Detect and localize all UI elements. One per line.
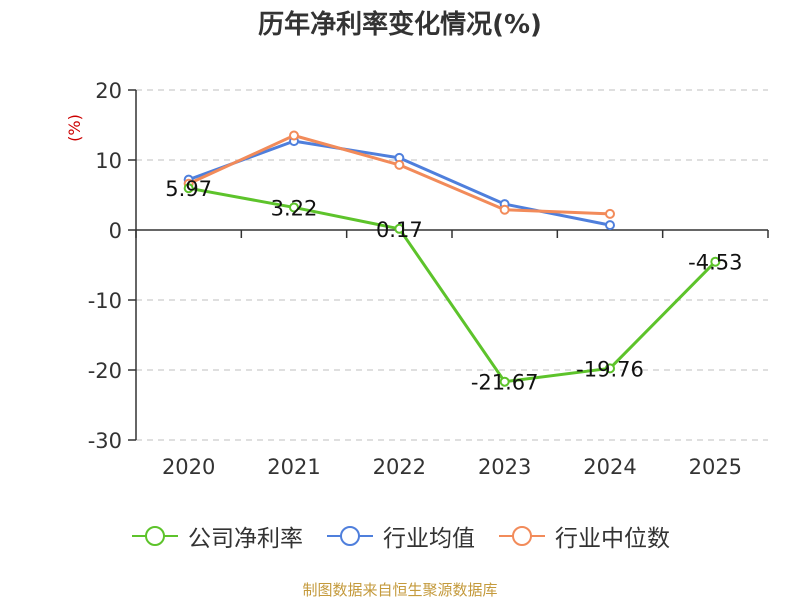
legend-item-company[interactable]: 公司净利率: [130, 519, 303, 553]
series-line-2: [188, 134, 611, 216]
series-2-point-1: [289, 130, 299, 141]
series-2-point-3: [499, 204, 510, 215]
legend-circle-industry-mean: [340, 526, 360, 546]
y-tick-label-0: 20: [95, 79, 122, 103]
legend-circle-industry-median: [512, 526, 532, 546]
series-0-point-0: [183, 183, 194, 194]
series-0-point-1: [289, 202, 299, 213]
x-tick-label-0: 2020: [162, 455, 215, 479]
x-tick-label-1: 2021: [267, 455, 320, 479]
series-2-point-4: [605, 208, 615, 219]
y-axis-title: (%): [65, 114, 84, 142]
x-tick-label-3: 2023: [478, 455, 531, 479]
legend-item-industry-median[interactable]: 行业中位数: [497, 519, 670, 553]
legend-circle-company: [145, 526, 165, 546]
series-line-0: [188, 186, 717, 384]
series-0-point-2: [394, 223, 405, 234]
y-tick-label-4: -20: [88, 359, 122, 383]
data-label-2: 0.17: [376, 218, 423, 242]
chart-title: 历年净利率变化情况(%): [258, 10, 542, 40]
series-2-point-2: [394, 159, 405, 170]
data-label-5: -4.53: [688, 251, 742, 275]
y-tick-label-1: 10: [95, 149, 122, 173]
data-label-1: 3.22: [271, 196, 318, 220]
y-tick-label-2: 0: [109, 219, 122, 243]
series-1-point-4: [605, 220, 615, 231]
data-label-3: -21.67: [471, 371, 539, 395]
x-tick-label-4: 2024: [583, 455, 636, 479]
legend-marker-company: [132, 526, 178, 546]
series-0-point-5: [710, 256, 721, 267]
legend-label-company: 公司净利率: [188, 526, 303, 552]
legend-marker-industry-mean: [327, 526, 373, 546]
legend: 公司净利率 行业均值 行业中位数: [0, 519, 800, 553]
source-note: 制图数据来自恒生聚源数据库: [302, 581, 498, 599]
x-tick-label-5: 2025: [689, 455, 742, 479]
legend-label-industry-mean: 行业均值: [383, 526, 475, 552]
x-tick-label-2: 2022: [373, 455, 426, 479]
legend-item-industry-mean[interactable]: 行业均值: [325, 519, 475, 553]
series-0-point-4: [605, 363, 615, 374]
legend-marker-industry-median: [499, 526, 545, 546]
data-label-0: 5.97: [165, 177, 212, 201]
legend-label-industry-median: 行业中位数: [555, 526, 670, 552]
data-label-4: -19.76: [576, 357, 644, 381]
y-tick-label-3: -10: [88, 289, 122, 313]
series-0-point-3: [499, 376, 510, 387]
y-tick-label-5: -30: [88, 429, 122, 453]
